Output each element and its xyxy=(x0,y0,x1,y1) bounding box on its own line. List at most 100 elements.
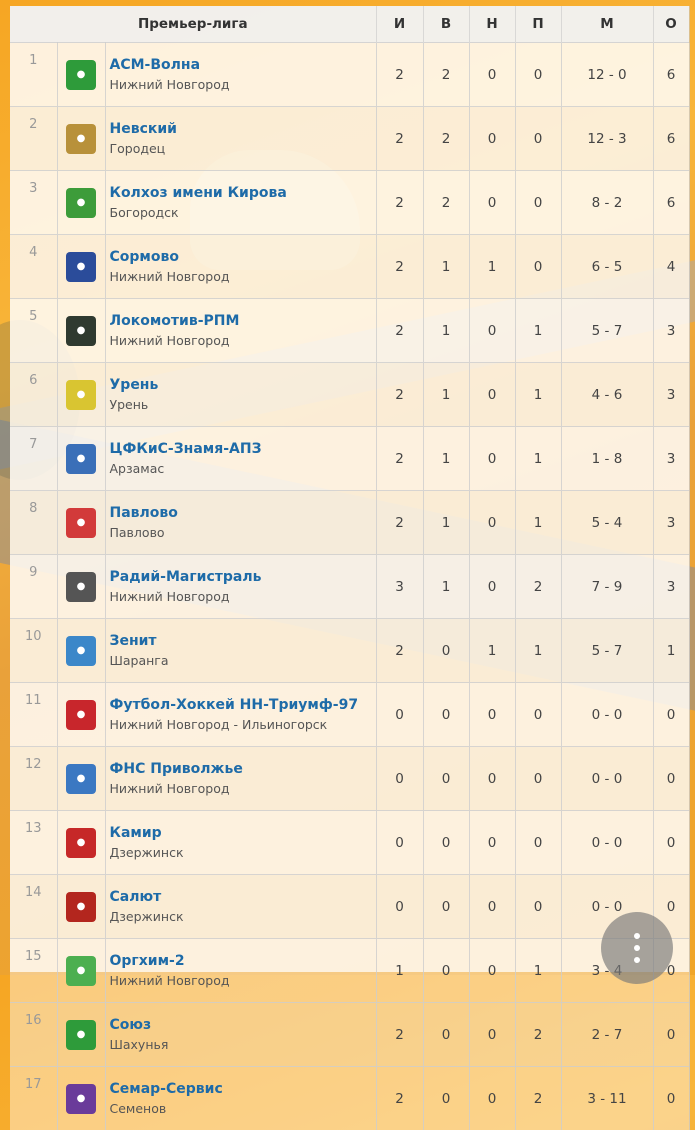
stat-played: 2 xyxy=(376,427,423,491)
stat-played: 0 xyxy=(376,811,423,875)
col-won-header[interactable]: В xyxy=(423,6,469,43)
team-name-link[interactable]: Колхоз имени Кирова xyxy=(110,185,376,201)
team-name-link[interactable]: Семар-Сервис xyxy=(110,1081,376,1097)
stat-lost: 0 xyxy=(515,43,561,107)
col-goals-header[interactable]: М xyxy=(561,6,653,43)
col-played-header[interactable]: И xyxy=(376,6,423,43)
team-name-link[interactable]: Невский xyxy=(110,121,376,137)
team-position: 17 xyxy=(10,1067,57,1130)
team-name-link[interactable]: Салют xyxy=(110,889,376,905)
stat-points: 3 xyxy=(653,363,689,427)
stat-goals: 7 - 9 xyxy=(561,555,653,619)
team-name-link[interactable]: ЦФКиС-Знамя-АПЗ xyxy=(110,441,376,457)
team-city: Богородск xyxy=(110,205,376,220)
team-name-link[interactable]: ФНС Приволжье xyxy=(110,761,376,777)
stat-points: 3 xyxy=(653,427,689,491)
stat-goals: 3 - 11 xyxy=(561,1067,653,1130)
team-city: Нижний Новгород xyxy=(110,77,376,92)
team-name-link[interactable]: Сормово xyxy=(110,249,376,265)
stat-draw: 0 xyxy=(469,171,515,235)
stat-goals: 12 - 0 xyxy=(561,43,653,107)
stat-won: 2 xyxy=(423,171,469,235)
stat-points: 4 xyxy=(653,235,689,299)
team-name-link[interactable]: Камир xyxy=(110,825,376,841)
stat-draw: 0 xyxy=(469,107,515,171)
team-logo-icon: ● xyxy=(66,60,96,90)
team-position: 9 xyxy=(10,555,57,619)
stat-goals: 0 - 0 xyxy=(561,683,653,747)
team-logo-icon: ● xyxy=(66,444,96,474)
team-logo-icon: ● xyxy=(66,380,96,410)
team-city: Павлово xyxy=(110,525,376,540)
team-logo-icon: ● xyxy=(66,828,96,858)
team-logo-icon: ● xyxy=(66,508,96,538)
team-city: Нижний Новгород - Ильиногорск xyxy=(110,717,376,732)
team-logo-icon: ● xyxy=(66,188,96,218)
stat-draw: 0 xyxy=(469,299,515,363)
stat-lost: 1 xyxy=(515,363,561,427)
stat-goals: 0 - 0 xyxy=(561,747,653,811)
stat-goals: 1 - 8 xyxy=(561,427,653,491)
stat-played: 2 xyxy=(376,235,423,299)
stat-won: 0 xyxy=(423,683,469,747)
stat-points: 3 xyxy=(653,491,689,555)
team-name-link[interactable]: Локомотив-РПМ xyxy=(110,313,376,329)
col-lost-header[interactable]: П xyxy=(515,6,561,43)
team-name-link[interactable]: Оргхим-2 xyxy=(110,953,376,969)
team-name-link[interactable]: Урень xyxy=(110,377,376,393)
more-menu-button[interactable] xyxy=(601,912,673,984)
team-position: 1 xyxy=(10,43,57,107)
stat-lost: 1 xyxy=(515,939,561,1003)
stat-draw: 0 xyxy=(469,811,515,875)
stat-won: 2 xyxy=(423,43,469,107)
stat-draw: 0 xyxy=(469,683,515,747)
stat-lost: 0 xyxy=(515,171,561,235)
team-logo-icon: ● xyxy=(66,316,96,346)
team-position: 11 xyxy=(10,683,57,747)
team-name-link[interactable]: Радий-Магистраль xyxy=(110,569,376,585)
team-position: 14 xyxy=(10,875,57,939)
team-logo-icon: ● xyxy=(66,1084,96,1114)
stat-draw: 0 xyxy=(469,427,515,491)
stat-won: 0 xyxy=(423,747,469,811)
stat-played: 0 xyxy=(376,875,423,939)
team-name-link[interactable]: Футбол-Хоккей НН-Триумф-97 xyxy=(110,697,376,713)
team-position: 8 xyxy=(10,491,57,555)
stat-goals: 2 - 7 xyxy=(561,1003,653,1067)
stat-lost: 0 xyxy=(515,747,561,811)
col-points-header[interactable]: О xyxy=(653,6,689,43)
col-draw-header[interactable]: Н xyxy=(469,6,515,43)
team-city: Городец xyxy=(110,141,376,156)
stat-draw: 1 xyxy=(469,235,515,299)
stat-lost: 0 xyxy=(515,811,561,875)
stat-points: 0 xyxy=(653,747,689,811)
team-city: Нижний Новгород xyxy=(110,269,376,284)
team-name-link[interactable]: Павлово xyxy=(110,505,376,521)
team-name-link[interactable]: АСМ-Волна xyxy=(110,57,376,73)
league-title: Премьер-лига xyxy=(10,6,376,43)
team-position: 3 xyxy=(10,171,57,235)
team-name-link[interactable]: Зенит xyxy=(110,633,376,649)
team-city: Дзержинск xyxy=(110,909,376,924)
team-city: Нижний Новгород xyxy=(110,333,376,348)
stat-points: 6 xyxy=(653,43,689,107)
stat-lost: 0 xyxy=(515,235,561,299)
team-name-link[interactable]: Союз xyxy=(110,1017,376,1033)
